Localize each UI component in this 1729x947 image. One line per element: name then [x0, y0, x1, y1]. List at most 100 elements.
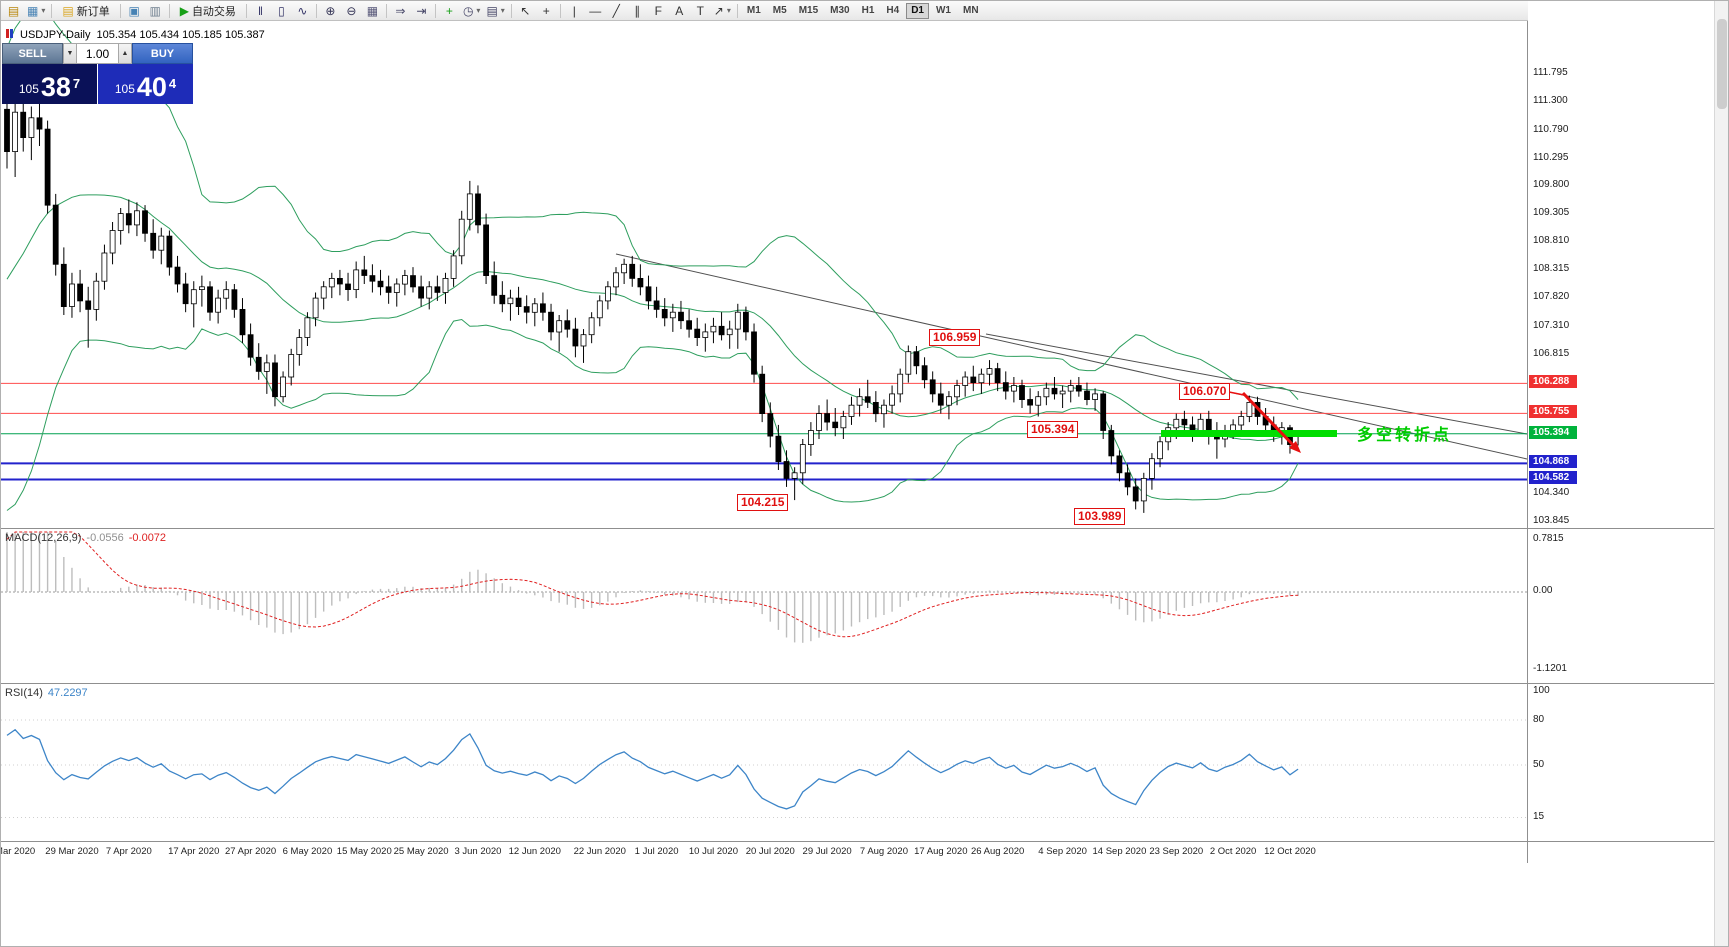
bar-chart-mode-button[interactable]: ‖ — [250, 2, 271, 20]
panel-separator[interactable] — [1, 841, 1728, 842]
market-watch-icon: ▣ — [128, 3, 140, 18]
arrows-button[interactable]: ↗ ▾ — [711, 2, 734, 20]
price-axis-label: 107.310 — [1533, 320, 1570, 331]
label-button[interactable]: T — [690, 2, 711, 20]
sell-button[interactable]: SELL — [2, 43, 63, 64]
candlestick-mode-button[interactable]: ▯ — [271, 2, 292, 20]
lot-decrease-button[interactable]: ▼ — [63, 43, 77, 64]
date-axis-label: 17 Apr 2020 — [168, 846, 220, 857]
date-axis-label: 4 Sep 2020 — [1038, 846, 1087, 857]
rsi-indicator-label: RSI(14) 47.2297 — [5, 687, 88, 699]
data-window-button[interactable]: ▥ — [145, 2, 166, 20]
pivot-highlight-bar — [1161, 430, 1337, 437]
timeframe-d1-button[interactable]: D1 — [906, 2, 929, 19]
price-axis-label: 110.790 — [1533, 124, 1569, 135]
timeframe-w1-button[interactable]: W1 — [935, 5, 951, 16]
new-chart-button[interactable]: ▤ — [3, 2, 24, 20]
chart-shift-button[interactable]: ⇥ — [411, 2, 432, 20]
channel-button[interactable]: ∥ — [627, 2, 648, 20]
date-axis-label: Mar 2020 — [1, 846, 36, 857]
date-axis-label: 10 Jul 2020 — [688, 846, 738, 857]
autotrading-button[interactable]: ▶ 自动交易 — [173, 2, 243, 20]
indicator-axis-label: 15 — [1533, 811, 1545, 822]
timeframe-m1-button[interactable]: M1 — [746, 5, 761, 16]
market-watch-button[interactable]: ▣ — [124, 2, 145, 20]
indicator-axis-label: 0.00 — [1533, 585, 1553, 596]
rsi-panel-canvas[interactable] — [1, 684, 1527, 841]
zoom-in-button[interactable]: ⊕ — [320, 2, 341, 20]
profiles-button[interactable]: ▦ ▾ — [24, 2, 48, 20]
timeframe-m15-button[interactable]: M15 — [798, 5, 819, 16]
auto-scroll-button[interactable]: ⇒ — [390, 2, 411, 20]
price-callout[interactable]: 104.215 — [737, 494, 789, 511]
date-axis-label: 27 Apr 2020 — [224, 846, 277, 857]
down-arrow-head — [1289, 441, 1301, 453]
templates-button[interactable]: ▤ ▾ — [483, 2, 507, 20]
price-axis-label: 108.810 — [1533, 235, 1570, 246]
indicator-axis-label: 80 — [1533, 714, 1545, 725]
down-arrow — [1241, 391, 1297, 449]
text-button[interactable]: A — [669, 2, 690, 20]
indicator-axis-label: 100 — [1533, 685, 1550, 696]
buy-button[interactable]: BUY — [132, 43, 193, 64]
timeframe-h4-button[interactable]: H4 — [886, 5, 900, 16]
price-axis-label: 109.305 — [1533, 207, 1570, 218]
arrows-icon: ↗ — [713, 3, 724, 18]
panel-separator[interactable] — [1, 528, 1728, 529]
vertical-line-button[interactable]: | — [564, 2, 585, 20]
date-axis-label: 20 Jul 2020 — [745, 846, 795, 857]
timeframe-m30-button[interactable]: M30 — [830, 5, 850, 16]
price-callout[interactable]: 106.959 — [929, 329, 981, 346]
timeframe-m5-button[interactable]: M5 — [772, 5, 787, 16]
price-axis[interactable]: 111.795 111.300 110.790 110.295 109.800 109.3… — [1528, 1, 1716, 946]
autotrading-button-label: 自动交易 — [191, 5, 236, 18]
pivot-note-text[interactable]: 多空转折点 — [1357, 427, 1453, 444]
price-axis-label: 109.800 — [1533, 179, 1570, 190]
date-axis-label: 29 Mar 2020 — [45, 846, 99, 857]
price-callout[interactable]: 106.070 — [1179, 383, 1231, 400]
scrollbar-thumb[interactable] — [1717, 19, 1727, 109]
line-chart-mode-button[interactable]: ∿ — [292, 2, 313, 20]
new-chart-icon: ▤ — [7, 3, 20, 18]
timeframe-h1-button[interactable]: H1 — [861, 5, 875, 16]
chart-region[interactable]: USDJPY-Daily 105.354 105.434 105.185 105… — [1, 21, 1527, 528]
text-icon: A — [675, 3, 684, 18]
price-level-badge: 104.582 — [1529, 471, 1577, 484]
lot-increase-button[interactable]: ▲ — [118, 43, 132, 64]
tile-windows-button[interactable]: ▦ — [362, 2, 383, 20]
trendline-button[interactable]: ╱ — [606, 2, 627, 20]
buy-price-display[interactable]: 105 40 4 — [98, 64, 193, 104]
toolbar-separator — [315, 3, 317, 18]
new-order-button[interactable]: ▤ 新订单 — [55, 2, 116, 20]
price-callout[interactable]: 105.394 — [1027, 421, 1079, 438]
lot-size-input[interactable] — [77, 43, 118, 64]
price-callout[interactable]: 103.989 — [1074, 508, 1126, 525]
candlestick-series — [4, 72, 1301, 513]
price-level-badge: 104.868 — [1529, 455, 1577, 468]
label-icon: T — [696, 3, 704, 18]
sell-price-display[interactable]: 105 38 7 — [2, 64, 97, 104]
toolbar-separator — [245, 3, 247, 18]
fibonacci-button[interactable]: F — [648, 2, 669, 20]
macd-panel-canvas[interactable] — [1, 529, 1527, 683]
zoom-out-button[interactable]: ⊖ — [341, 2, 362, 20]
vertical-scrollbar[interactable] — [1714, 1, 1728, 946]
chevron-down-icon: ▾ — [476, 6, 481, 15]
panel-separator[interactable] — [1, 683, 1728, 684]
date-axis[interactable]: Mar 2020 29 Mar 2020 7 Apr 2020 17 Apr 2020… — [1, 842, 1527, 863]
fibonacci-icon: F — [654, 3, 662, 18]
toolbar-separator — [736, 3, 738, 18]
macd-name: MACD(12,26,9) — [5, 532, 82, 544]
horizontal-line-button[interactable]: — — [585, 2, 606, 20]
periods-button[interactable]: ◷ ▾ — [460, 2, 484, 20]
toolbar-separator — [434, 3, 436, 18]
price-chart-canvas[interactable] — [1, 21, 1527, 528]
cursor-button[interactable]: ↖ — [515, 2, 536, 20]
price-axis-label: 103.845 — [1533, 515, 1570, 526]
chart-symbol-label: USDJPY-Daily 105.354 105.434 105.185 105… — [6, 29, 265, 41]
zoom-in-icon: ⊕ — [325, 3, 336, 18]
timeframe-mn-button[interactable]: MN — [962, 5, 979, 16]
crosshair-button[interactable]: + — [536, 2, 557, 20]
indicators-button[interactable]: + — [439, 2, 460, 20]
